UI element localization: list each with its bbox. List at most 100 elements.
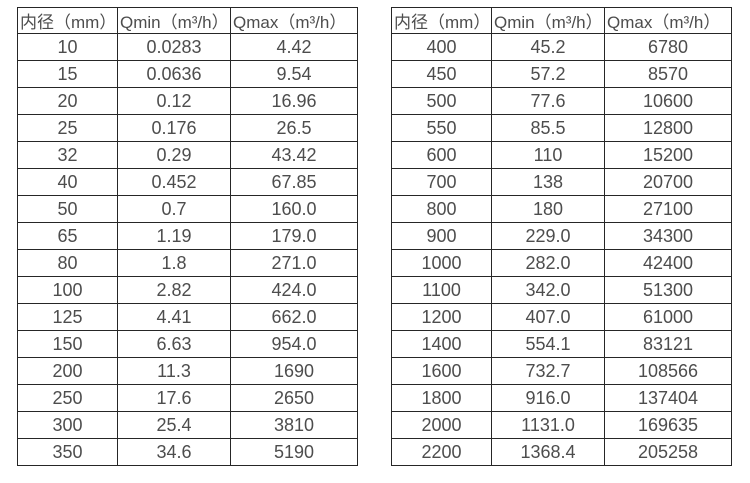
cell: 6.63 [117,330,231,358]
table-row: 800 180 27100 [391,195,732,223]
cell: 700 [391,168,492,196]
table-row: 40 0.452 67.85 [17,168,358,196]
cell: 0.12 [117,87,231,115]
table-row: 350 34.6 5190 [17,438,358,466]
cell: 15 [17,60,118,88]
cell: 12800 [604,114,732,142]
table-row: 80 1.8 271.0 [17,249,358,277]
cell: 2.82 [117,276,231,304]
cell: 50 [17,195,118,223]
cell: 5190 [230,438,358,466]
table-row: 32 0.29 43.42 [17,141,358,169]
table-row: 900 229.0 34300 [391,222,732,250]
cell: 300 [17,411,118,439]
column-header: 内径（mm） [391,7,492,34]
cell: 45.2 [491,33,605,61]
table-row: 450 57.2 8570 [391,60,732,88]
cell: 282.0 [491,249,605,277]
cell: 662.0 [230,303,358,331]
cell: 1690 [230,357,358,385]
table-row: 100 2.82 424.0 [17,276,358,304]
cell: 0.7 [117,195,231,223]
cell: 80 [17,249,118,277]
cell: 2200 [391,438,492,466]
cell: 77.6 [491,87,605,115]
cell: 67.85 [230,168,358,196]
cell: 350 [17,438,118,466]
cell: 450 [391,60,492,88]
table-row: 1200 407.0 61000 [391,303,732,331]
cell: 0.452 [117,168,231,196]
table-row: 700 138 20700 [391,168,732,196]
table-row: 65 1.19 179.0 [17,222,358,250]
cell: 15200 [604,141,732,169]
cell: 169635 [604,411,732,439]
cell: 1131.0 [491,411,605,439]
cell: 108566 [604,357,732,385]
header-row: 内径（mm） Qmin（m³/h） Qmax（m³/h） [391,7,732,34]
table-row: 125 4.41 662.0 [17,303,358,331]
cell: 0.0283 [117,33,231,61]
cell: 11.3 [117,357,231,385]
cell: 85.5 [491,114,605,142]
cell: 34.6 [117,438,231,466]
cell: 0.29 [117,141,231,169]
table-row: 2200 1368.4 205258 [391,438,732,466]
cell: 800 [391,195,492,223]
cell: 27100 [604,195,732,223]
cell: 424.0 [230,276,358,304]
cell: 554.1 [491,330,605,358]
table-row: 200 11.3 1690 [17,357,358,385]
table-row: 10 0.0283 4.42 [17,33,358,61]
column-header: Qmin（m³/h） [117,7,231,34]
table-row: 500 77.6 10600 [391,87,732,115]
cell: 17.6 [117,384,231,412]
cell: 179.0 [230,222,358,250]
cell: 125 [17,303,118,331]
table-row: 150 6.63 954.0 [17,330,358,358]
cell: 32 [17,141,118,169]
cell: 25.4 [117,411,231,439]
cell: 205258 [604,438,732,466]
cell: 1.8 [117,249,231,277]
cell: 40 [17,168,118,196]
cell: 42400 [604,249,732,277]
cell: 1200 [391,303,492,331]
cell: 83121 [604,330,732,358]
cell: 20700 [604,168,732,196]
cell: 2650 [230,384,358,412]
cell: 61000 [604,303,732,331]
cell: 16.96 [230,87,358,115]
cell: 2000 [391,411,492,439]
cell: 65 [17,222,118,250]
table-row: 15 0.0636 9.54 [17,60,358,88]
table-row: 400 45.2 6780 [391,33,732,61]
table-row: 300 25.4 3810 [17,411,358,439]
cell: 138 [491,168,605,196]
cell: 9.54 [230,60,358,88]
cell: 400 [391,33,492,61]
cell: 1000 [391,249,492,277]
cell: 26.5 [230,114,358,142]
header-row: 内径（mm） Qmin（m³/h） Qmax（m³/h） [17,7,358,34]
table-row: 600 110 15200 [391,141,732,169]
cell: 407.0 [491,303,605,331]
cell: 6780 [604,33,732,61]
cell: 250 [17,384,118,412]
cell: 150 [17,330,118,358]
cell: 1600 [391,357,492,385]
column-header: 内径（mm） [17,7,118,34]
flow-rate-spec-page: 内径（mm） Qmin（m³/h） Qmax（m³/h） 10 0.0283 4.42 15… [17,7,732,466]
cell: 43.42 [230,141,358,169]
cell: 110 [491,141,605,169]
cell: 732.7 [491,357,605,385]
cell: 0.0636 [117,60,231,88]
cell: 500 [391,87,492,115]
cell: 100 [17,276,118,304]
cell: 1100 [391,276,492,304]
cell: 342.0 [491,276,605,304]
table-row: 250 17.6 2650 [17,384,358,412]
cell: 4.42 [230,33,358,61]
table-row: 1100 342.0 51300 [391,276,732,304]
table-row: 50 0.7 160.0 [17,195,358,223]
